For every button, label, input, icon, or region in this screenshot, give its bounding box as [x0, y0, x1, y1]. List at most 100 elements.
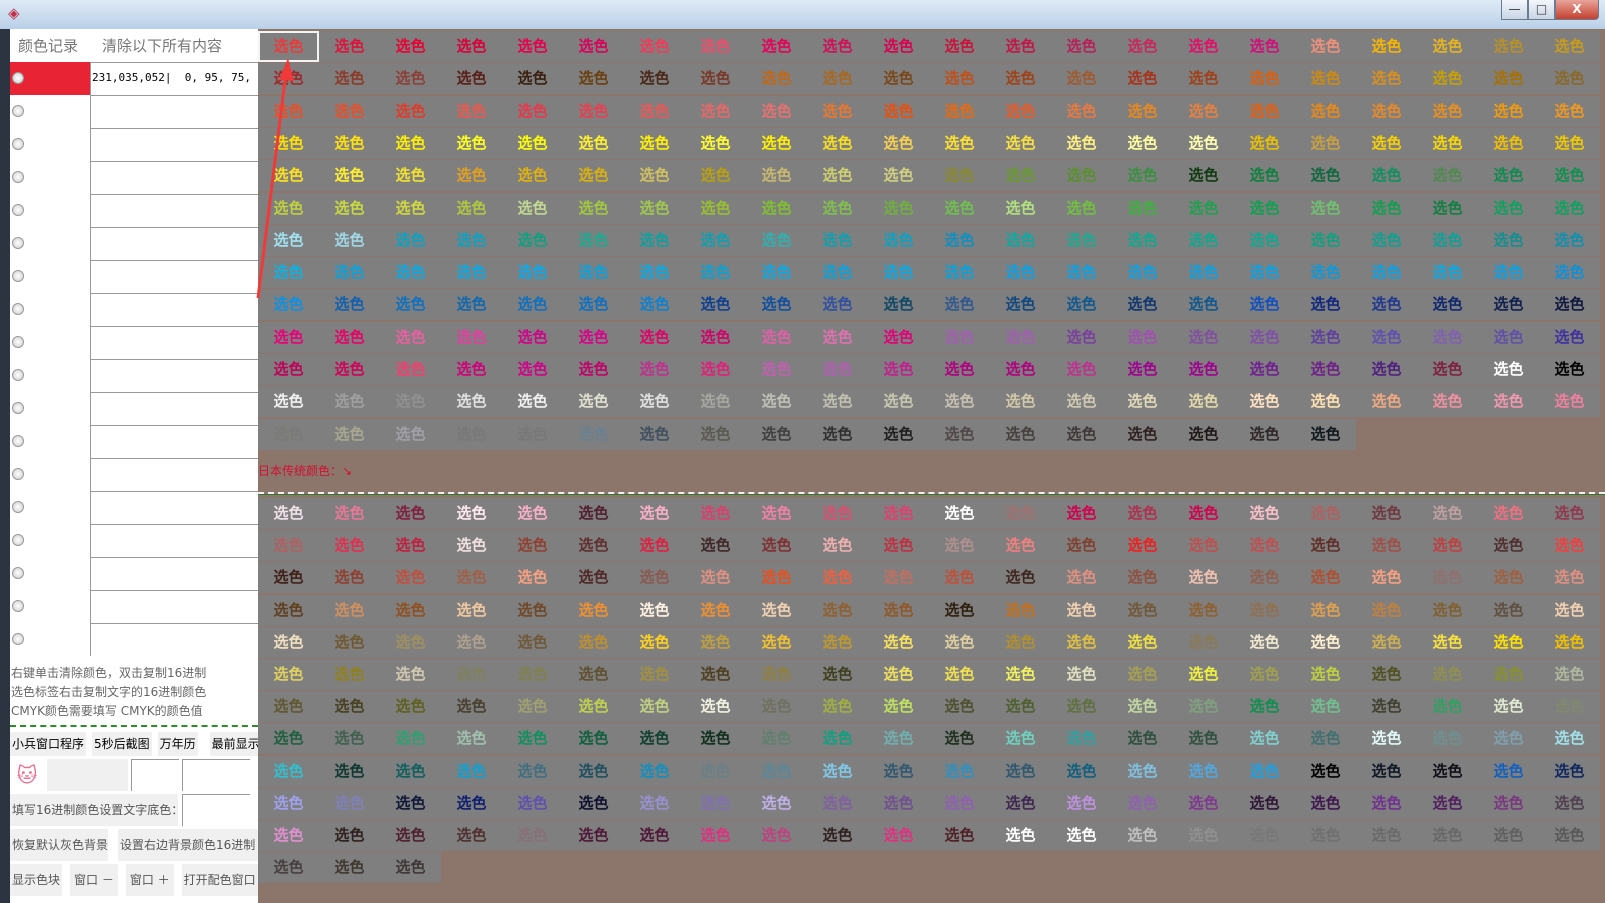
color-pick-cell[interactable]: 选色	[700, 697, 731, 716]
color-pick-cell[interactable]: 选色	[761, 826, 792, 844]
color-pick-cell[interactable]: 选色	[883, 327, 914, 346]
color-pick-cell[interactable]: 选色	[1249, 360, 1280, 378]
color-pick-cell[interactable]: 选色	[1127, 133, 1158, 152]
color-pick-cell[interactable]: 选色	[517, 761, 548, 780]
color-pick-cell[interactable]: 选色	[1249, 729, 1280, 748]
record-radio[interactable]	[12, 369, 24, 381]
color-pick-cell[interactable]: 选色	[1310, 295, 1341, 314]
color-pick-cell[interactable]: 选色	[517, 69, 548, 88]
color-pick-cell[interactable]: 选色	[700, 69, 731, 88]
color-pick-cell[interactable]: 选色	[822, 295, 853, 314]
record-radio[interactable]	[12, 171, 24, 183]
color-pick-cell[interactable]: 选色	[822, 69, 853, 88]
color-pick-cell[interactable]: 选色	[1188, 133, 1219, 152]
color-pick-cell[interactable]: 选色	[883, 263, 914, 282]
color-pick-cell[interactable]: 选色	[1493, 37, 1524, 55]
color-pick-cell[interactable]: 选色	[1554, 504, 1585, 522]
color-pick-cell[interactable]: 选色	[1554, 360, 1585, 378]
color-pick-cell[interactable]: 选色	[822, 263, 853, 282]
color-pick-cell[interactable]: 选色	[700, 101, 731, 120]
color-pick-cell[interactable]: 选色	[1066, 793, 1097, 812]
color-pick-cell[interactable]: 选色	[1432, 230, 1463, 249]
color-pick-cell[interactable]: 选色	[883, 101, 914, 120]
color-pick-cell[interactable]: 选色	[395, 101, 426, 120]
color-pick-cell[interactable]: 选色	[944, 697, 975, 716]
color-pick-cell[interactable]: 选色	[1005, 295, 1036, 314]
record-value-input[interactable]: 231,035,052| 0, 95, 75, 0	[90, 62, 258, 95]
color-pick-cell[interactable]: 选色	[1554, 697, 1585, 716]
color-pick-cell[interactable]: 选色	[1005, 230, 1036, 249]
color-pick-cell[interactable]: 选色	[1066, 69, 1097, 88]
color-pick-cell[interactable]: 选色	[1188, 793, 1219, 812]
color-pick-cell[interactable]: 选色	[517, 826, 548, 844]
color-pick-cell[interactable]: 选色	[578, 69, 609, 88]
record-value-input[interactable]	[90, 326, 258, 359]
color-pick-cell[interactable]: 选色	[395, 568, 426, 587]
color-pick-cell[interactable]: 选色	[700, 295, 731, 314]
color-pick-cell[interactable]: 选色	[1127, 198, 1158, 217]
color-pick-cell[interactable]: 选色	[883, 198, 914, 217]
color-pick-cell[interactable]: 选色	[517, 568, 548, 587]
color-pick-cell[interactable]: 选色	[1127, 327, 1158, 346]
color-pick-cell[interactable]: 选色	[1005, 632, 1036, 651]
color-pick-cell[interactable]: 选色	[761, 568, 792, 587]
color-pick-cell[interactable]: 选色	[1310, 101, 1341, 120]
record-radio[interactable]	[12, 435, 24, 447]
color-pick-cell[interactable]: 选色	[456, 504, 487, 522]
color-pick-cell[interactable]: 选色	[456, 263, 487, 282]
color-pick-cell[interactable]: 选色	[1005, 826, 1036, 844]
color-pick-cell[interactable]: 选色	[1493, 230, 1524, 249]
color-pick-cell[interactable]: 选色	[1554, 101, 1585, 120]
color-pick-cell[interactable]: 选色	[578, 424, 609, 443]
color-pick-cell[interactable]: 选色	[1493, 504, 1524, 522]
color-pick-cell[interactable]: 选色	[517, 632, 548, 651]
color-pick-cell[interactable]: 选色	[822, 729, 853, 748]
color-pick-cell[interactable]: 选色	[1371, 793, 1402, 812]
color-pick-cell[interactable]: 选色	[395, 665, 426, 683]
color-pick-cell[interactable]: 选色	[334, 327, 365, 346]
color-pick-cell[interactable]: 选色	[1188, 101, 1219, 120]
color-pick-cell[interactable]: 选色	[334, 536, 365, 555]
color-pick-cell[interactable]: 选色	[334, 230, 365, 249]
color-pick-cell[interactable]: 选色	[1554, 793, 1585, 812]
color-pick-cell[interactable]: 选色	[883, 536, 914, 555]
color-pick-cell[interactable]: 选色	[1066, 327, 1097, 346]
color-pick-cell[interactable]: 选色	[578, 761, 609, 780]
color-pick-cell[interactable]: 选色	[1249, 230, 1280, 249]
color-pick-cell[interactable]: 选色	[273, 198, 304, 217]
text-bg-hex-input[interactable]	[182, 794, 250, 826]
color-pick-cell[interactable]: 选色	[1493, 327, 1524, 346]
color-pick-cell[interactable]: 选色	[1371, 761, 1402, 780]
color-pick-cell[interactable]: 选色	[639, 327, 670, 346]
color-pick-cell[interactable]: 选色	[456, 536, 487, 555]
color-pick-cell[interactable]: 选色	[1554, 729, 1585, 748]
color-pick-cell[interactable]: 选色	[395, 295, 426, 314]
record-radio[interactable]	[12, 402, 24, 414]
color-pick-cell[interactable]: 选色	[456, 793, 487, 812]
record-swatch[interactable]	[10, 359, 90, 392]
record-radio[interactable]	[12, 237, 24, 249]
color-pick-cell[interactable]: 选色	[1310, 761, 1341, 780]
color-pick-cell[interactable]: 选色	[944, 392, 975, 411]
color-pick-cell[interactable]: 选色	[1371, 327, 1402, 346]
color-pick-cell[interactable]: 选色	[1188, 166, 1219, 185]
color-pick-cell[interactable]: 选色	[456, 568, 487, 587]
color-pick-cell[interactable]: 选色	[1432, 729, 1463, 748]
color-pick-cell[interactable]: 选色	[1127, 69, 1158, 88]
color-pick-cell[interactable]: 选色	[1493, 263, 1524, 282]
record-radio[interactable]	[12, 336, 24, 348]
color-pick-cell[interactable]: 选色	[1188, 761, 1219, 780]
color-pick-cell[interactable]: 选色	[1432, 327, 1463, 346]
color-pick-cell[interactable]: 选色	[1005, 600, 1036, 619]
color-pick-cell[interactable]: 选色	[1127, 360, 1158, 378]
color-pick-cell[interactable]: 选色	[639, 665, 670, 683]
color-pick-cell[interactable]: 选色	[1554, 37, 1585, 55]
color-pick-cell[interactable]: 选色	[883, 665, 914, 683]
color-pick-cell[interactable]: 选色	[1249, 632, 1280, 651]
color-pick-cell[interactable]: 选色	[1371, 826, 1402, 844]
color-pick-cell[interactable]: 选色	[700, 600, 731, 619]
color-pick-cell[interactable]: 选色	[578, 198, 609, 217]
color-pick-cell[interactable]: 选色	[1371, 632, 1402, 651]
color-pick-cell[interactable]: 选色	[1554, 295, 1585, 314]
color-pick-cell[interactable]: 选色	[944, 69, 975, 88]
